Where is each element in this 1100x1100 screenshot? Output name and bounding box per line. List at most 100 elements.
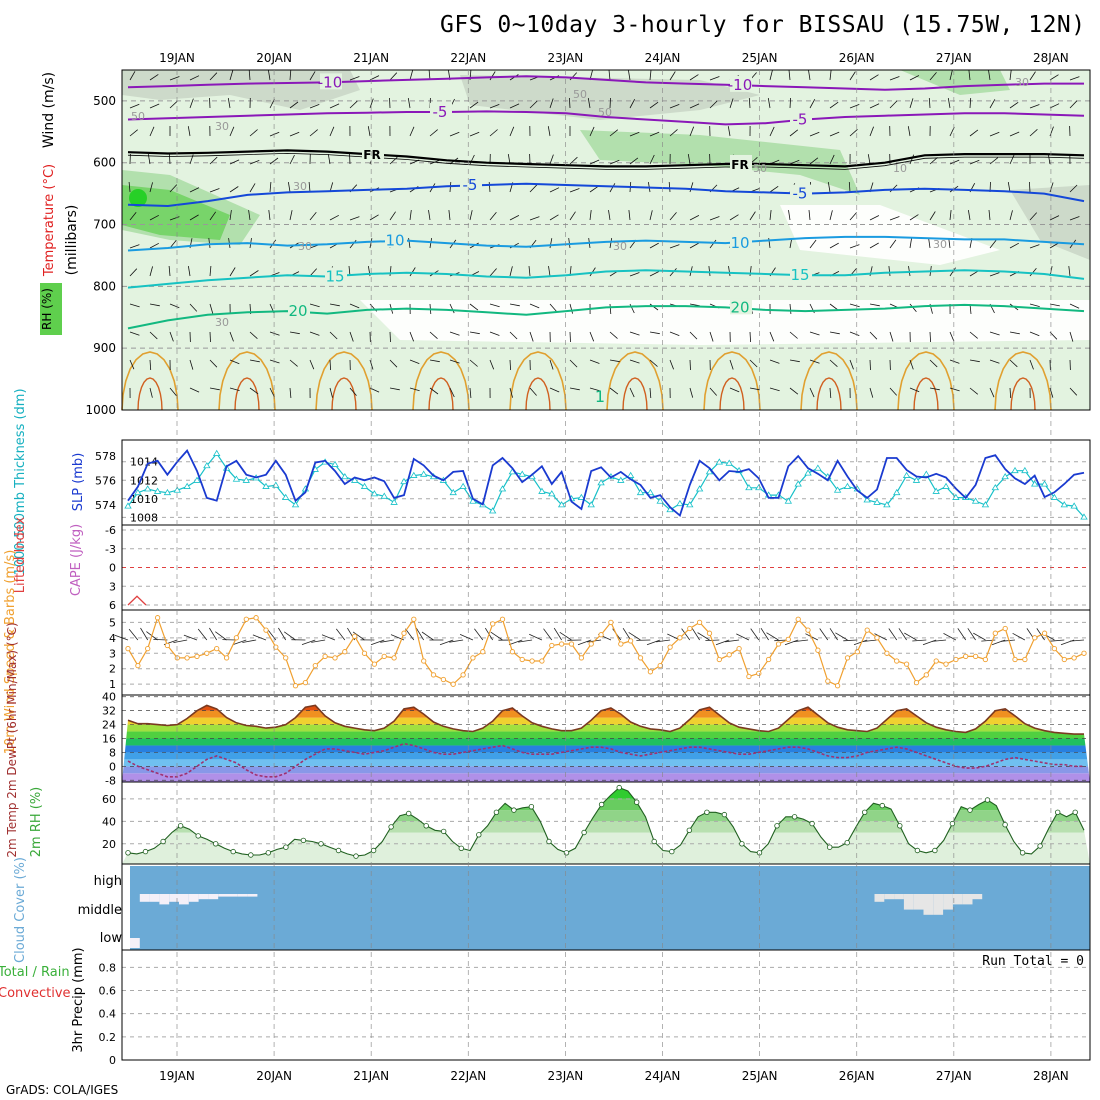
thickness-point [1021,466,1029,474]
wind-speed-point [874,635,880,641]
temperature-contour-label: -10 [728,76,753,94]
date-label-top: 22JAN [450,51,486,65]
precip-y-tick: 0.6 [99,985,117,998]
wind-barb [329,103,340,109]
thickness-axis-label: 1000-500mb Thickness (dm) [13,388,28,575]
surface-wind-barb [715,639,730,646]
wind-barb [949,359,960,364]
wind-barb [949,210,952,221]
wind-barb [689,74,699,81]
wind-barb [509,266,513,277]
rh-point [809,820,815,827]
rh-point [686,827,692,833]
wind-barb [889,184,898,193]
wind-barb [549,359,554,370]
thickness-point [350,476,359,483]
wind-barb [849,331,860,336]
wind-barb [869,215,880,221]
rh-point [581,829,587,836]
surface-wind-barb [766,632,779,641]
wind-barb [149,214,159,221]
wind-barb [1049,303,1060,307]
rh-point [967,807,973,813]
wind-barb [529,387,537,396]
wind-barb [489,129,498,137]
surface-wind-barb [283,631,296,641]
wind-barb [349,303,360,309]
surface-wind-barb [1001,639,1016,642]
rh-point [318,841,324,847]
wind-barb [669,331,680,336]
thickness-line [127,452,1085,518]
surface-wind-barb [232,639,247,645]
theta-contour [121,351,179,411]
wind-barb [489,331,500,336]
wind-barb [789,359,800,363]
wind-speed-point [391,655,397,661]
wind-barb [549,214,559,221]
thickness-point [341,473,349,480]
rh-point [791,814,798,820]
surface-wind-barb [656,639,671,643]
wind-barb [869,359,871,371]
wind-barb [429,387,439,395]
wind-speed-point [765,656,772,663]
wind-barb [988,209,991,221]
wind-barb [409,210,412,221]
rh-contour-label: 10 [893,162,907,175]
thickness-point [932,487,940,494]
wind-barb [349,331,354,342]
wind-barb [709,100,718,109]
wind-speed-point [716,656,722,663]
wind-barb [409,359,420,364]
rh-point [634,799,640,805]
rh-point [248,852,254,858]
thickness-frame [121,439,1091,526]
cloud-middle-clear [894,894,904,900]
wind-barb [149,266,153,277]
wind-barb [929,359,938,368]
wind-barb [769,387,780,392]
rh-point [616,784,622,791]
wind-speed-point [775,641,782,647]
wind-barb [909,359,914,370]
wind-barb [409,70,413,81]
footer-credit: GrADS: COLA/IGES [6,1083,119,1097]
wind-barb [968,210,971,221]
wind-speed-point [618,641,624,647]
rh-shade-region [122,70,360,110]
wind-barb [129,211,137,221]
wind-speed-point [1061,656,1067,663]
cloud-middle-clear [228,894,238,897]
rh-point [160,838,166,845]
rh-point [476,832,482,838]
wind-barb [1069,331,1074,342]
rh-contour-label: 50 [573,88,587,101]
wind-barb [829,387,832,399]
wind-speed-point [490,621,496,627]
theta-contour [719,377,745,411]
wind-barb [889,331,894,342]
surface-wind-barb [736,633,750,641]
temperature-band [122,724,1090,732]
precip-y-tick: 0 [109,1054,116,1067]
wind-barb [909,214,919,221]
rh-point [370,847,377,854]
wind-barb [349,387,357,396]
wind-barb [769,210,772,221]
wind-barb [308,181,311,193]
surface-wind-barb [725,639,740,643]
thickness-point [232,475,241,482]
wind-barb [528,266,531,277]
contour-label-bg [790,184,812,201]
temperature-band [122,759,1090,767]
wind-speed-point [292,683,299,689]
wind-barb [189,359,194,370]
wind-speed-point [746,673,752,680]
rh-point [704,809,710,815]
temperature-contour-label: 20 [288,302,307,320]
cloud-level-label: middle [78,903,122,918]
thickness-point [676,499,684,507]
surface-wind-barb [1050,639,1065,642]
wind-barb [689,126,695,137]
